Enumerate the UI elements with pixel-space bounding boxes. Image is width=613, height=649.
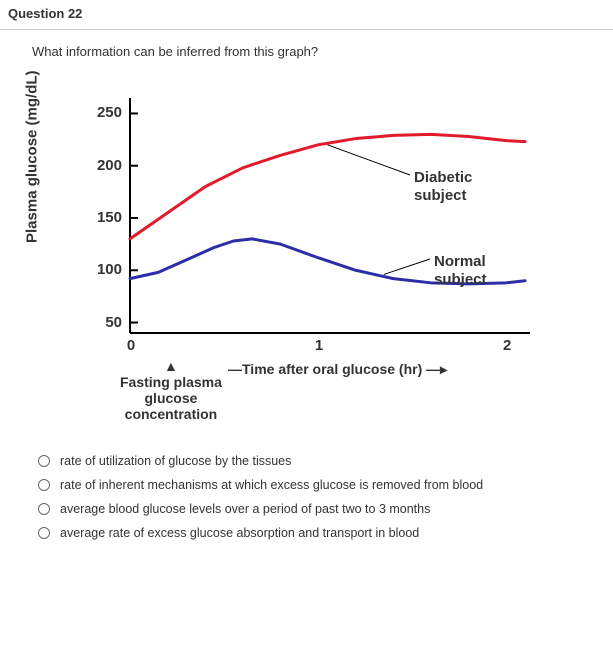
series-label: Normalsubject (434, 253, 487, 289)
option-text: average blood glucose levels over a peri… (60, 502, 430, 516)
answer-options: rate of utilization of glucose by the ti… (0, 443, 613, 555)
radio-icon[interactable] (38, 503, 50, 515)
x-tick-label: 1 (312, 337, 326, 354)
x-axis-label: —Time after oral glucose (hr) —▸ (228, 361, 447, 378)
radio-icon[interactable] (38, 527, 50, 539)
question-number: Question 22 (0, 0, 613, 30)
y-tick-label: 250 (82, 104, 122, 121)
option-text: rate of inherent mechanisms at which exc… (60, 478, 483, 492)
glucose-chart: Plasma glucose (mg/dL) DiabeticsubjectNo… (60, 93, 560, 433)
series-label: Diabeticsubject (414, 169, 472, 205)
option-row[interactable]: rate of inherent mechanisms at which exc… (38, 473, 613, 497)
option-row[interactable]: rate of utilization of glucose by the ti… (38, 449, 613, 473)
radio-icon[interactable] (38, 479, 50, 491)
radio-icon[interactable] (38, 455, 50, 467)
option-row[interactable]: average rate of excess glucose absorptio… (38, 521, 613, 545)
y-tick-label: 150 (82, 209, 122, 226)
x-tick-label: 2 (500, 337, 514, 354)
option-text: average rate of excess glucose absorptio… (60, 526, 419, 540)
y-tick-label: 200 (82, 157, 122, 174)
y-axis-label: Plasma glucose (mg/dL) (24, 70, 41, 243)
x-tick-label: 0 (124, 337, 138, 354)
x-origin-annotation: ▲Fasting plasmaglucoseconcentration (120, 358, 222, 422)
option-row[interactable]: average blood glucose levels over a peri… (38, 497, 613, 521)
y-tick-label: 50 (82, 314, 122, 331)
question-prompt: What information can be inferred from th… (0, 30, 613, 63)
y-tick-label: 100 (82, 261, 122, 278)
option-text: rate of utilization of glucose by the ti… (60, 454, 291, 468)
